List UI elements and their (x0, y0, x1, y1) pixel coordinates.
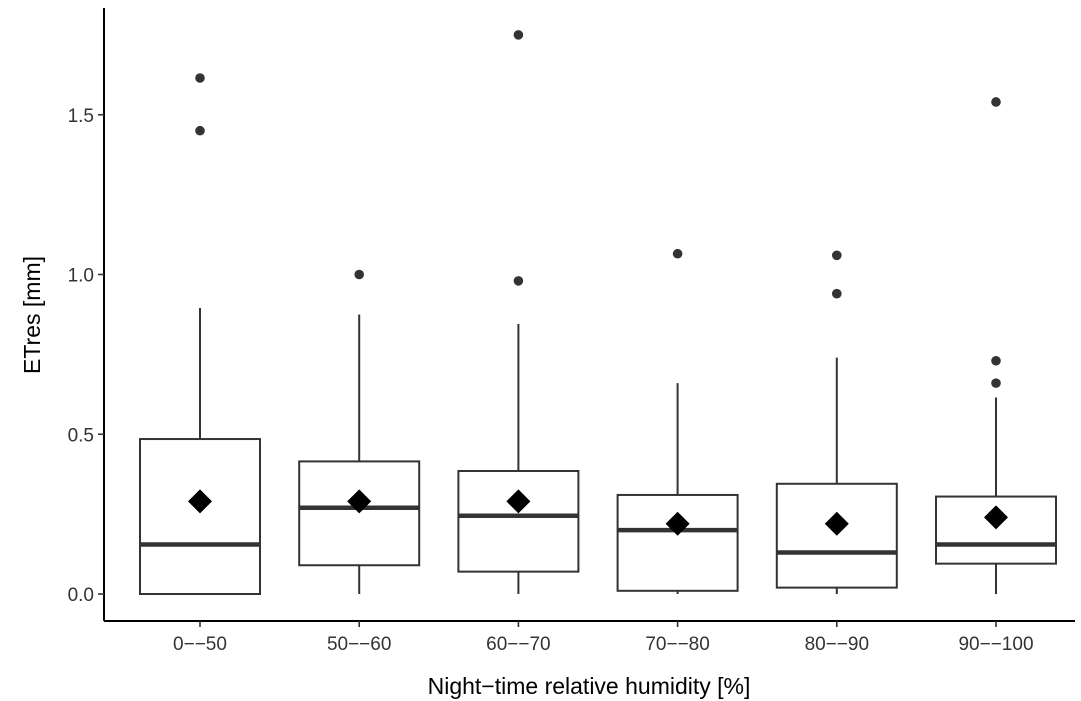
box-group (457, 30, 580, 594)
y-tick-label: 1.5 (68, 106, 94, 127)
axes-group (103, 8, 1075, 622)
mean-marker (824, 511, 849, 536)
box-group (775, 250, 898, 594)
outlier-point (832, 250, 842, 261)
box-group (139, 73, 261, 596)
x-ticks-group: 0−−50 50−−60 60−−70 70−−80 80−−90 90−−100 (173, 621, 1034, 655)
x-tick-label: 90−−100 (958, 634, 1033, 655)
outlier-point (991, 97, 1001, 107)
outlier-point (991, 378, 1001, 388)
iqr-box (139, 438, 261, 596)
x-tick-label: 0−−50 (173, 634, 227, 655)
box-group (616, 248, 739, 594)
y-tick-label: 0.5 (68, 425, 94, 446)
mean-marker (506, 489, 531, 514)
x-tick-label: 60−−70 (486, 634, 550, 655)
outlier-point (991, 355, 1001, 366)
outlier-point (513, 30, 524, 40)
y-ticks-group: 0.0 0.5 1.0 1.5 (68, 106, 104, 606)
y-axis-title: ETres [mm] (19, 256, 45, 374)
iqr-box (457, 469, 580, 573)
outlier-point (513, 276, 524, 286)
box-group (298, 269, 421, 594)
mean-marker (188, 489, 212, 514)
outlier-point (832, 288, 842, 299)
x-tick-label: 70−−80 (645, 634, 709, 655)
iqr-box (616, 493, 739, 592)
x-axis-title: Night−time relative humidity [%] (428, 673, 751, 699)
y-tick-label: 0.0 (68, 585, 94, 606)
mean-marker (984, 505, 1008, 530)
y-tick-label: 1.0 (68, 266, 94, 287)
outlier-point (672, 248, 683, 259)
mean-marker (347, 489, 372, 514)
x-tick-label: 50−−60 (327, 634, 391, 655)
outlier-point (354, 269, 365, 280)
x-tick-label: 80−−90 (805, 634, 869, 655)
outlier-point (195, 73, 205, 83)
boxes-group (139, 30, 1057, 596)
mean-marker (665, 511, 690, 536)
outlier-point (195, 125, 205, 136)
box-group (935, 97, 1057, 594)
